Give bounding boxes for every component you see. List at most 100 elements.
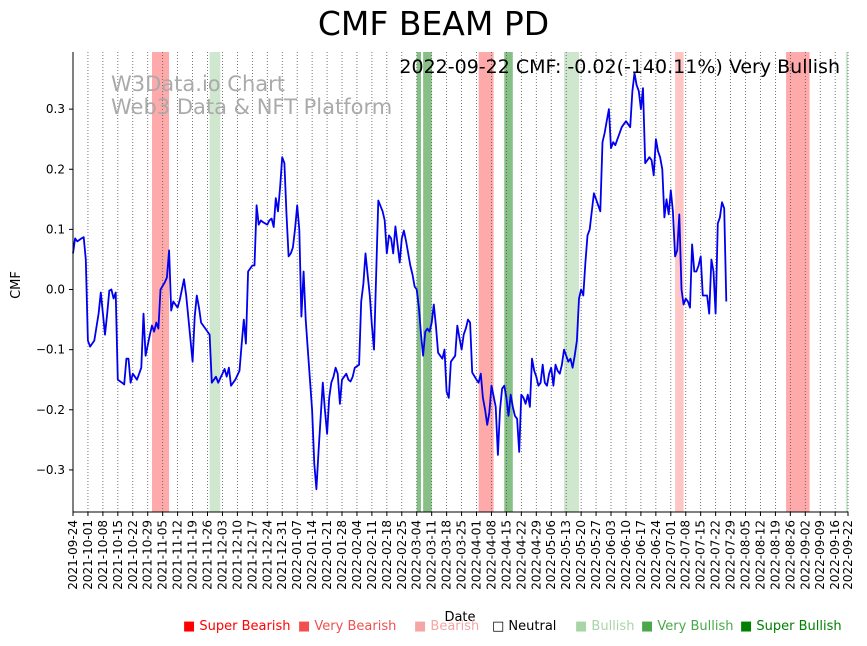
x-tick-label: 2022-08-19	[768, 520, 782, 590]
x-tick-label: 2022-09-09	[813, 520, 827, 590]
legend-item: ■ Super Bullish	[740, 619, 842, 634]
x-axis-label: Date	[444, 610, 475, 625]
x-tick-label: 2022-04-01	[470, 520, 484, 590]
y-tick-label: 0.2	[46, 162, 65, 176]
signal-band-very-bearish	[151, 52, 170, 512]
legend-marker: ■	[575, 619, 592, 634]
legend-item: □ Neutral	[492, 619, 556, 634]
x-tick-label: 2022-03-25	[455, 520, 469, 590]
x-tick-label: 2022-01-21	[320, 520, 334, 590]
x-tick-label: 2022-04-22	[514, 520, 528, 590]
x-tick-label: 2021-10-08	[96, 520, 110, 590]
cmf-series	[72, 72, 728, 491]
x-tick-label: 2022-05-20	[574, 520, 588, 590]
x-tick-label: 2021-12-31	[275, 520, 289, 590]
y-tick-label: −0.1	[36, 343, 65, 357]
x-tick-label: 2021-09-24	[66, 520, 80, 590]
chart-annotation: 2022-09-22 CMF: -0.02(-140.11%) Very Bul…	[399, 56, 840, 78]
chart-title: CMF BEAM PD	[317, 4, 550, 43]
x-tick-label: 2021-11-12	[171, 520, 185, 590]
legend-label: Neutral	[508, 619, 557, 634]
y-tick-label: 0.1	[46, 222, 65, 236]
legend-marker: ■	[298, 619, 315, 634]
signal-band-bullish	[845, 52, 848, 512]
x-tick-label: 2021-12-24	[260, 520, 274, 590]
legend-label: Bearish	[430, 619, 480, 634]
x-tick-label: 2022-07-15	[694, 520, 708, 590]
x-tick-label: 2022-05-06	[544, 520, 558, 590]
x-tick-label: 2022-04-29	[529, 520, 543, 590]
y-tick-label: 0.3	[46, 102, 65, 116]
x-tick-label: 2022-07-22	[709, 520, 723, 590]
signal-band-bearish	[675, 52, 684, 512]
x-tick-label: 2022-07-29	[724, 520, 738, 590]
y-axis-label: CMF	[9, 271, 24, 299]
legend-marker: ■	[414, 619, 431, 634]
grid-lines	[72, 52, 849, 512]
legend-label: Super Bearish	[199, 619, 291, 634]
x-tick-label: 2022-09-22	[841, 520, 855, 590]
x-tick-label: 2021-12-03	[215, 520, 229, 590]
x-tick-label: 2022-07-08	[679, 520, 693, 590]
x-tick-label: 2022-09-16	[828, 520, 842, 590]
legend-marker: ■	[740, 619, 757, 634]
signal-band-very-bullish	[416, 52, 422, 512]
legend-item: ■ Super Bearish	[183, 619, 291, 634]
x-tick-label: 2021-12-17	[245, 520, 259, 590]
x-tick-label: 2022-01-07	[290, 520, 304, 590]
x-tick-label: 2022-03-04	[410, 520, 424, 590]
x-tick-label: 2022-02-18	[380, 520, 394, 590]
legend-marker: ■	[183, 619, 200, 634]
x-tick-label: 2022-08-05	[739, 520, 753, 590]
x-tick-label: 2022-08-26	[783, 520, 797, 590]
y-tick-label: −0.3	[36, 463, 65, 477]
x-tick-label: 2021-11-19	[186, 520, 200, 590]
y-tick-label: 0.0	[46, 283, 65, 297]
legend-item: ■ Very Bullish	[641, 619, 733, 634]
x-tick-label: 2021-11-26	[201, 520, 215, 590]
legend-label: Bullish	[591, 619, 635, 634]
x-tick-label: 2022-02-11	[365, 520, 379, 590]
cmf-line	[72, 72, 728, 491]
signal-band-very-bullish	[504, 52, 513, 512]
x-tick-label: 2021-12-10	[230, 520, 244, 590]
legend-marker: ■	[641, 619, 658, 634]
legend-label: Very Bearish	[314, 619, 397, 634]
x-tick-label: 2022-08-12	[754, 520, 768, 590]
x-tick-label: 2022-07-01	[664, 520, 678, 590]
legend-item: ■ Very Bearish	[298, 619, 396, 634]
legend-marker: □	[492, 619, 509, 634]
x-tick-label: 2022-06-17	[634, 520, 648, 590]
x-tick-label: 2021-10-01	[81, 520, 95, 590]
y-tick-label: −0.2	[36, 403, 65, 417]
legend-label: Super Bullish	[756, 619, 842, 634]
signal-band-bullish	[209, 52, 221, 512]
x-tick-label: 2022-02-04	[350, 520, 364, 590]
x-tick-label: 2022-04-15	[499, 520, 513, 590]
x-tick-label: 2022-09-02	[798, 520, 812, 590]
x-tick-label: 2022-03-18	[440, 520, 454, 590]
x-tick-label: 2022-05-13	[559, 520, 573, 590]
x-tick-label: 2021-10-15	[111, 520, 125, 590]
x-tick-label: 2022-02-25	[395, 520, 409, 590]
x-tick-label: 2022-06-03	[604, 520, 618, 590]
x-tick-label: 2022-01-28	[335, 520, 349, 590]
signal-bands	[151, 52, 848, 512]
watermark: W3Data.io Chart Web3 Data & NFT Platform	[111, 72, 392, 119]
watermark-line-2: Web3 Data & NFT Platform	[111, 95, 392, 119]
signal-band-very-bearish	[786, 52, 810, 512]
x-tick-label: 2022-05-27	[589, 520, 603, 590]
x-tick-label: 2022-03-11	[425, 520, 439, 590]
x-tick-label: 2022-06-10	[619, 520, 633, 590]
legend-label: Very Bullish	[657, 619, 734, 634]
legend-item: ■ Bullish	[575, 619, 634, 634]
x-tick-label: 2022-04-08	[485, 520, 499, 590]
signal-band-bullish	[564, 52, 579, 512]
watermark-line-1: W3Data.io Chart	[111, 72, 285, 96]
x-tick-label: 2022-06-24	[649, 520, 663, 590]
x-tick-label: 2021-10-29	[141, 520, 155, 590]
signal-band-very-bullish	[423, 52, 432, 512]
x-tick-label: 2021-11-05	[156, 520, 170, 590]
